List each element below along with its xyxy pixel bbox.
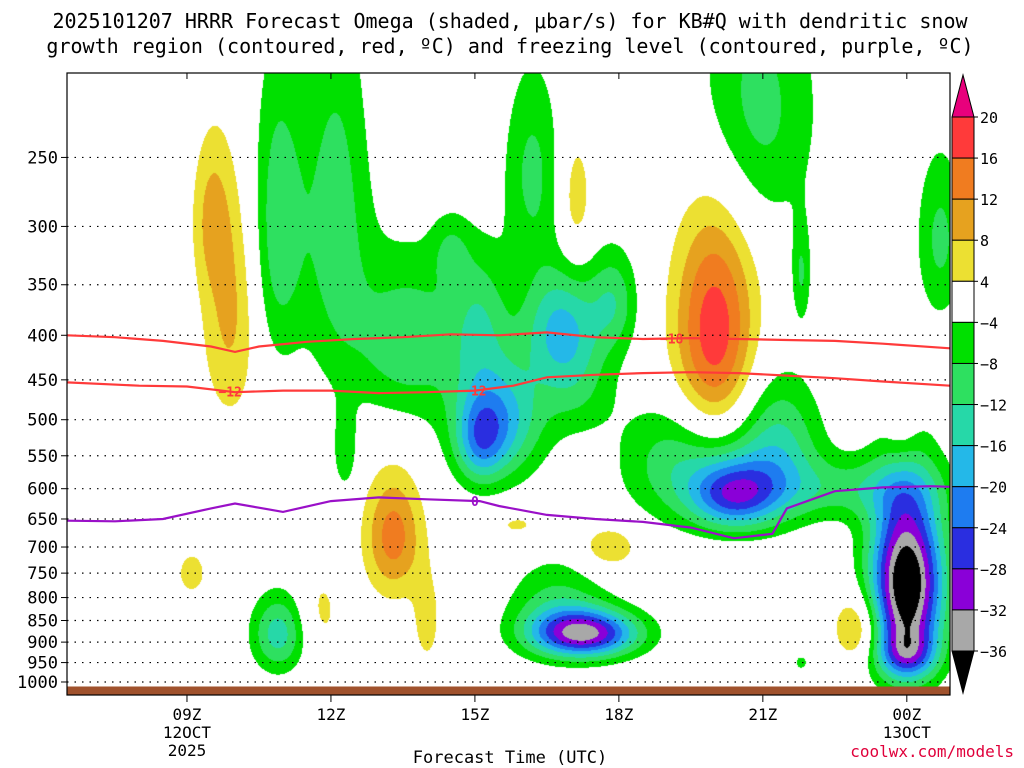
colorbar-label: −32 — [980, 602, 1007, 620]
y-tick-label: 650 — [27, 510, 58, 530]
isotherm-line-2 — [67, 331, 950, 354]
y-tick-label: 1000 — [17, 673, 58, 693]
y-tick-label: 400 — [27, 326, 58, 346]
colorbar-label: 8 — [980, 232, 989, 250]
colorbar-swatch-12 — [951, 609, 975, 652]
x-tick-label: 21Z — [748, 705, 777, 724]
colorbar-label: −4 — [980, 314, 998, 332]
x-tick-label: 12OCT — [163, 723, 212, 742]
isotherm-line-3 — [67, 485, 950, 540]
x-tick-label: 15Z — [460, 705, 489, 724]
y-tick-label: 700 — [27, 538, 58, 558]
colorbar-label: 20 — [980, 109, 998, 127]
chart-title-line1: 2025101207 HRRR Forecast Omega (shaded, … — [52, 9, 968, 33]
colorbar-label: −36 — [980, 643, 1007, 661]
y-tick-label: 500 — [27, 411, 58, 431]
colorbar-swatch-0 — [951, 116, 975, 159]
colorbar-swatch-8 — [951, 445, 975, 488]
colorbar-label: 4 — [980, 273, 989, 291]
y-tick-label: 750 — [27, 564, 58, 584]
omega-shading — [67, 73, 950, 695]
y-tick-label: 350 — [27, 276, 58, 296]
credit-watermark: coolwx.com/models — [850, 742, 1014, 761]
colorbar-swatch-5 — [951, 321, 975, 364]
y-tick-label: 450 — [27, 371, 58, 391]
chart-title-line2: growth region (contoured, red, ºC) and f… — [46, 34, 973, 58]
pressure-axis: 2503003504004505005506006507007508008509… — [17, 148, 67, 693]
isotherm-label: 0 — [471, 495, 479, 510]
isotherm-contours: −12 −12 −18 0 — [67, 331, 950, 540]
colorbar-swatch-10 — [951, 527, 975, 570]
colorbar-swatch-7 — [951, 404, 975, 447]
y-tick-label: 950 — [27, 654, 58, 674]
x-tick-label: 00Z — [892, 705, 921, 724]
colorbar-label: −16 — [980, 438, 1007, 456]
colorbar-label: 16 — [980, 150, 998, 168]
y-tick-label: 550 — [27, 447, 58, 467]
colorbar-swatch-9 — [951, 486, 975, 529]
y-tick-label: 300 — [27, 217, 58, 237]
y-tick-label: 250 — [27, 148, 58, 168]
colorbar-swatch-1 — [951, 157, 975, 200]
isotherm-label: −18 — [660, 332, 684, 347]
x-tick-label: 09Z — [173, 705, 202, 724]
colorbar-label: 12 — [980, 191, 998, 209]
colorbar-swatch-11 — [951, 568, 975, 611]
plot-frame — [66, 72, 951, 696]
x-tick-label: 12Z — [316, 705, 345, 724]
y-tick-label: 850 — [27, 611, 58, 631]
colorbar-swatch-3 — [951, 239, 975, 282]
isotherm-label: −12 — [463, 385, 486, 400]
x-tick-label: 2025 — [168, 741, 207, 760]
x-axis-title: Forecast Time (UTC) — [413, 748, 607, 768]
colorbar-swatch-6 — [951, 362, 975, 406]
colorbar-swatch-2 — [951, 198, 975, 241]
colorbar-label: −8 — [980, 355, 998, 373]
colorbar-top-arrow — [951, 73, 975, 118]
y-tick-label: 900 — [27, 633, 58, 653]
y-tick-label: 800 — [27, 589, 58, 609]
colorbar-label: −24 — [980, 520, 1007, 538]
pressure-gridlines — [67, 156, 950, 683]
x-tick-label: 18Z — [604, 705, 633, 724]
colorbar-label: −28 — [980, 561, 1007, 579]
omega-colorbar: 20 16 12 8 4 −4 −8 −12 −16 −20 −24 −28 −32 −36 — [951, 73, 1007, 695]
isotherm-label: −12 — [218, 386, 241, 401]
colorbar-swatch-4 — [951, 280, 975, 323]
ground-terrain-bar — [67, 686, 950, 695]
isotherm-line-0 — [67, 371, 950, 395]
y-tick-label: 600 — [27, 480, 58, 500]
colorbar-bottom-arrow — [951, 650, 975, 695]
colorbar-label: −12 — [980, 397, 1007, 415]
colorbar-label: −20 — [980, 479, 1007, 497]
x-tick-label: 13OCT — [883, 723, 932, 742]
